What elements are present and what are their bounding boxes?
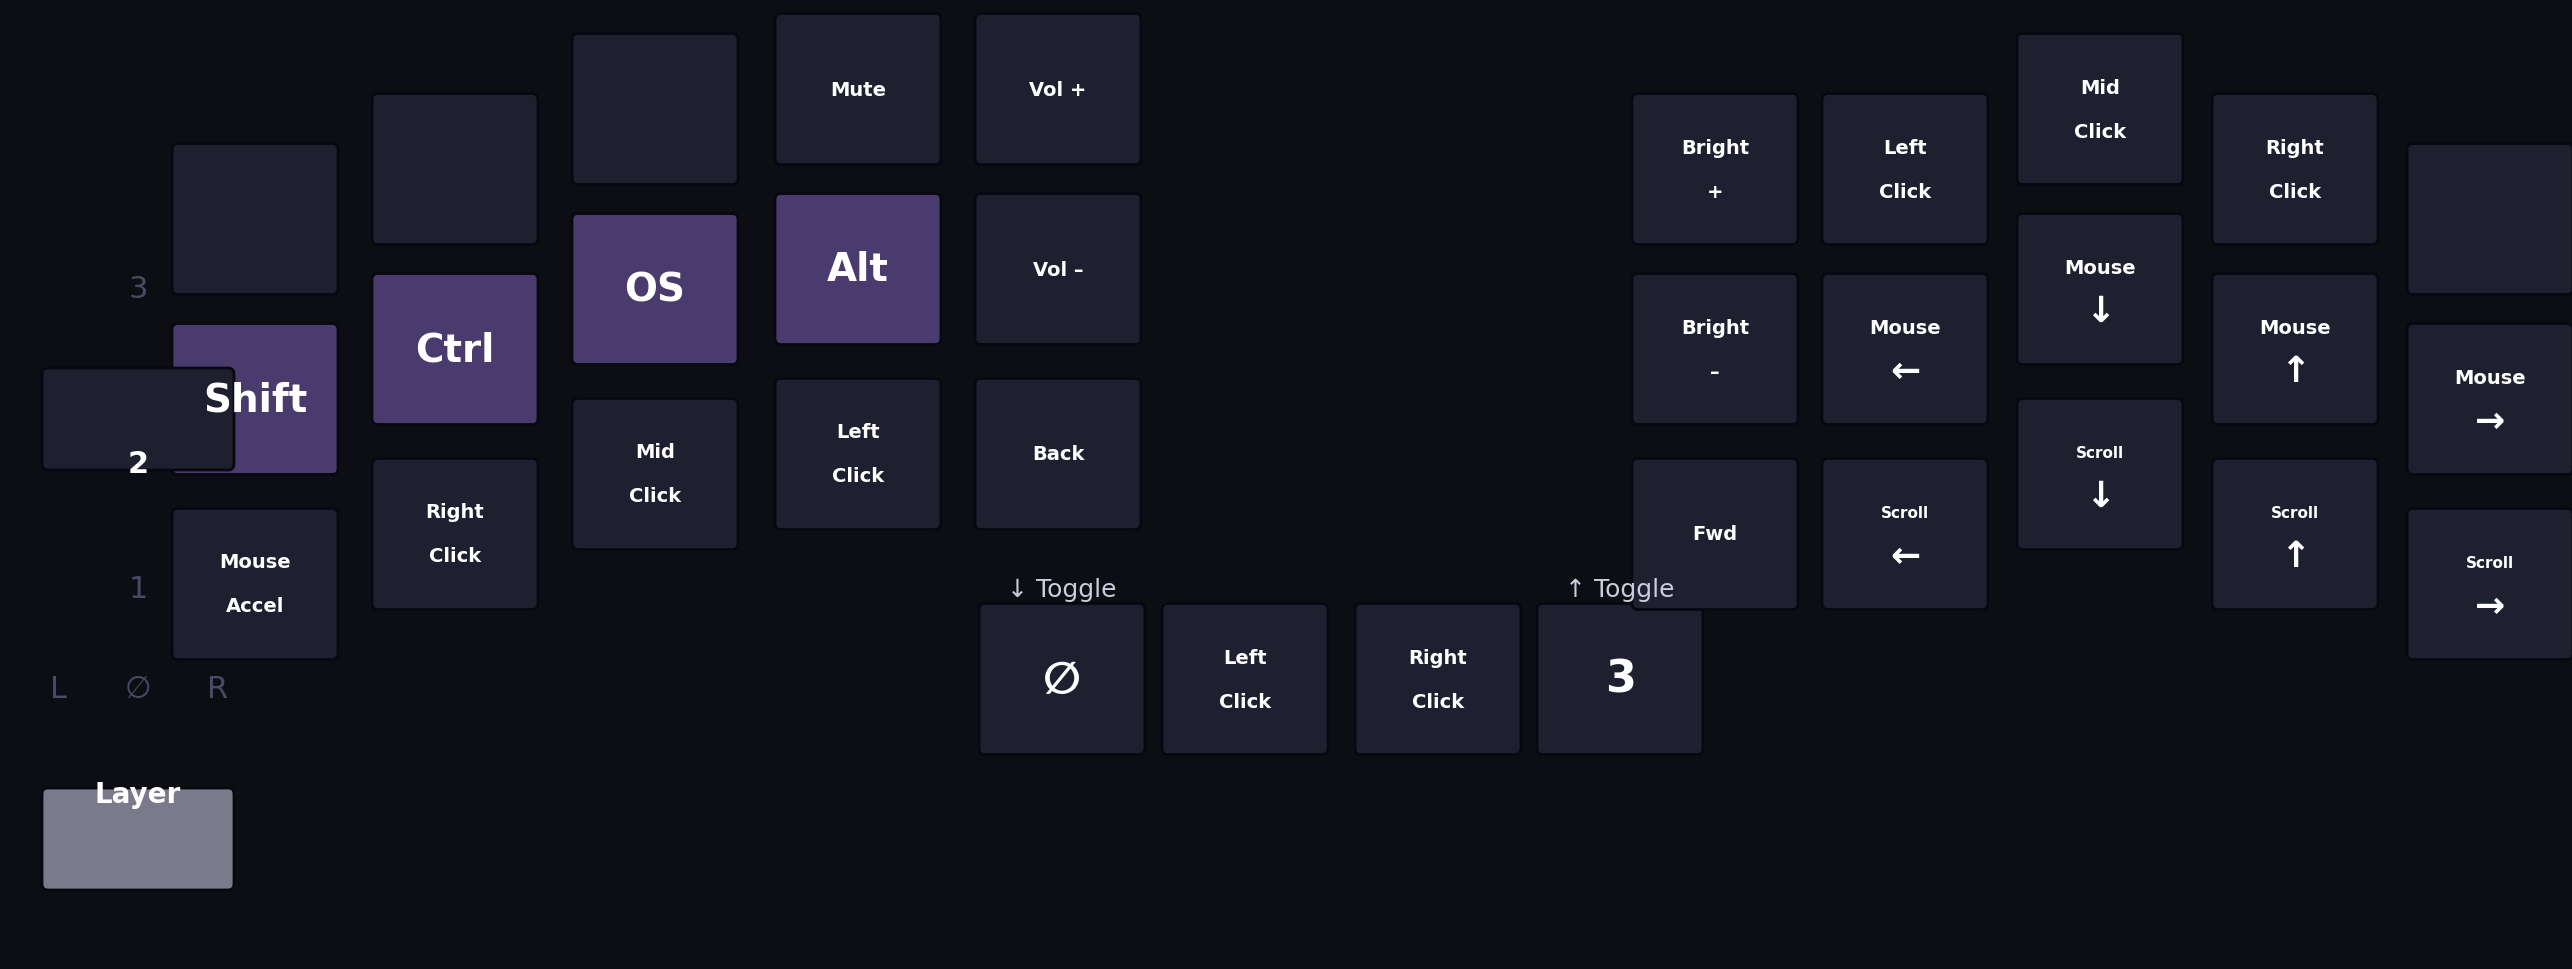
Text: Vol +: Vol +	[1029, 80, 1088, 100]
Text: Mouse: Mouse	[219, 553, 291, 572]
FancyBboxPatch shape	[975, 195, 1142, 345]
Text: Mid: Mid	[635, 443, 674, 462]
Text: Click: Click	[630, 487, 682, 506]
Text: Click: Click	[430, 547, 481, 566]
FancyBboxPatch shape	[1821, 94, 1988, 245]
FancyBboxPatch shape	[1633, 459, 1798, 610]
Text: ∅: ∅	[123, 674, 152, 703]
FancyBboxPatch shape	[41, 788, 234, 891]
FancyBboxPatch shape	[1355, 604, 1520, 755]
FancyBboxPatch shape	[2016, 35, 2184, 185]
Text: Left: Left	[1883, 139, 1926, 157]
Text: Click: Click	[831, 467, 885, 486]
FancyBboxPatch shape	[2212, 459, 2379, 610]
FancyBboxPatch shape	[373, 459, 538, 610]
Text: Click: Click	[1412, 692, 1463, 711]
Text: Right: Right	[2266, 139, 2325, 157]
Text: Click: Click	[2269, 182, 2320, 202]
FancyBboxPatch shape	[1821, 274, 1988, 425]
Text: Mid: Mid	[2081, 78, 2119, 98]
FancyBboxPatch shape	[2212, 274, 2379, 425]
FancyBboxPatch shape	[2407, 325, 2572, 475]
Text: Ctrl: Ctrl	[414, 330, 494, 368]
Text: 3: 3	[129, 275, 147, 304]
Text: Scroll: Scroll	[2076, 445, 2124, 460]
Text: Left: Left	[1224, 648, 1268, 667]
FancyBboxPatch shape	[774, 379, 941, 530]
FancyBboxPatch shape	[172, 509, 337, 660]
Text: Mouse: Mouse	[2258, 318, 2330, 337]
Text: Click: Click	[1219, 692, 1271, 711]
FancyBboxPatch shape	[2407, 509, 2572, 660]
Text: Mouse: Mouse	[1870, 318, 1942, 337]
FancyBboxPatch shape	[571, 35, 738, 185]
Text: Mute: Mute	[831, 80, 885, 100]
Text: Right: Right	[424, 503, 484, 522]
Text: →: →	[2474, 589, 2505, 623]
FancyBboxPatch shape	[172, 144, 337, 296]
Text: Click: Click	[1880, 182, 1932, 202]
FancyBboxPatch shape	[373, 274, 538, 425]
Text: 1: 1	[129, 575, 147, 604]
FancyBboxPatch shape	[774, 195, 941, 345]
Text: R: R	[208, 674, 229, 703]
Text: Scroll: Scroll	[2467, 555, 2513, 570]
Text: ←: ←	[1890, 540, 1921, 574]
FancyBboxPatch shape	[1633, 94, 1798, 245]
Text: ↑: ↑	[2279, 540, 2310, 574]
Text: Scroll: Scroll	[2271, 505, 2320, 520]
FancyBboxPatch shape	[774, 15, 941, 166]
Text: OS: OS	[625, 270, 687, 309]
FancyBboxPatch shape	[1163, 604, 1327, 755]
Text: ↓: ↓	[2086, 295, 2114, 328]
Text: ↑: ↑	[2279, 355, 2310, 389]
Text: Accel: Accel	[226, 597, 283, 616]
Text: –: –	[1710, 362, 1721, 381]
FancyBboxPatch shape	[2407, 144, 2572, 296]
Text: ↓ Toggle: ↓ Toggle	[1008, 578, 1116, 602]
Text: Scroll: Scroll	[1880, 505, 1929, 520]
FancyBboxPatch shape	[571, 399, 738, 550]
Text: 3: 3	[1605, 658, 1636, 701]
Text: ↓: ↓	[2086, 480, 2114, 514]
FancyBboxPatch shape	[980, 604, 1145, 755]
FancyBboxPatch shape	[975, 15, 1142, 166]
FancyBboxPatch shape	[2016, 399, 2184, 550]
Text: Click: Click	[2073, 122, 2127, 141]
Text: ∅: ∅	[1042, 658, 1080, 701]
FancyBboxPatch shape	[975, 379, 1142, 530]
Text: Layer: Layer	[95, 780, 180, 808]
Text: 2: 2	[129, 450, 149, 479]
Text: Mouse: Mouse	[2065, 258, 2135, 277]
Text: Right: Right	[1409, 648, 1469, 667]
FancyBboxPatch shape	[2212, 94, 2379, 245]
Text: →: →	[2474, 405, 2505, 439]
Text: +: +	[1708, 182, 1723, 202]
FancyBboxPatch shape	[1633, 274, 1798, 425]
Text: ↑ Toggle: ↑ Toggle	[1566, 578, 1674, 602]
Text: Shift: Shift	[203, 381, 306, 419]
Text: Mouse: Mouse	[2454, 368, 2526, 387]
FancyBboxPatch shape	[41, 368, 234, 471]
FancyBboxPatch shape	[571, 214, 738, 365]
FancyBboxPatch shape	[1538, 604, 1703, 755]
Text: Bright: Bright	[1682, 318, 1749, 337]
Text: Left: Left	[836, 423, 880, 442]
Text: Bright: Bright	[1682, 139, 1749, 157]
FancyBboxPatch shape	[1821, 459, 1988, 610]
FancyBboxPatch shape	[172, 325, 337, 475]
Text: ←: ←	[1890, 355, 1921, 389]
Text: Fwd: Fwd	[1692, 525, 1739, 544]
FancyBboxPatch shape	[373, 94, 538, 245]
Text: Alt: Alt	[828, 251, 890, 289]
Text: L: L	[49, 674, 67, 703]
Text: Back: Back	[1031, 445, 1085, 464]
FancyBboxPatch shape	[2016, 214, 2184, 365]
Text: Vol –: Vol –	[1034, 261, 1083, 279]
